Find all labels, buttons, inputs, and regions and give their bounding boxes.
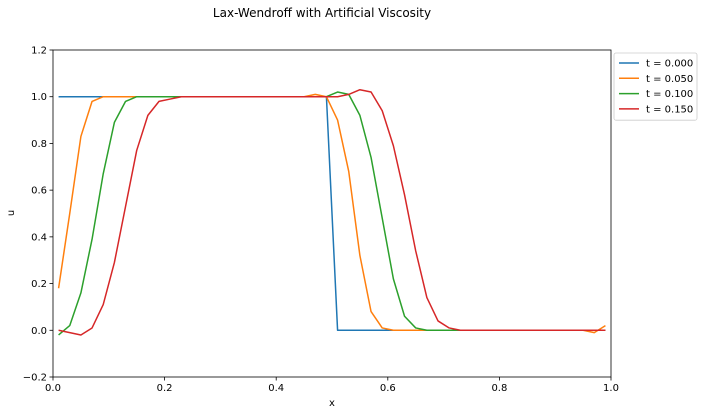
legend-entry-0: t = 0.000 xyxy=(646,59,693,70)
x-axis-label: x xyxy=(329,398,335,409)
series-line-1 xyxy=(57,93,606,334)
x-tick-label: 0.6 xyxy=(380,383,396,394)
y-tick-label: 0.2 xyxy=(31,279,47,290)
y-tick-label: 0.4 xyxy=(31,232,47,243)
y-tick-label: 0.0 xyxy=(31,326,47,337)
y-tick-label: 0.8 xyxy=(31,139,47,150)
y-tick-label: −0.2 xyxy=(23,373,47,384)
y-axis-label: u xyxy=(6,210,17,216)
x-tick-label: 0.0 xyxy=(45,383,61,394)
legend-box xyxy=(613,52,698,121)
x-tick-label: 1.0 xyxy=(603,383,619,394)
legend-entry-2: t = 0.100 xyxy=(646,89,693,100)
x-tick-label: 0.2 xyxy=(157,383,173,394)
y-tick-label: 1.0 xyxy=(31,92,47,103)
y-tick-label: 1.2 xyxy=(31,46,47,57)
legend-entry-1: t = 0.050 xyxy=(646,74,693,85)
y-tick-label: 0.6 xyxy=(31,186,47,197)
x-tick-label: 0.4 xyxy=(268,383,284,394)
plot-frame xyxy=(52,49,612,378)
series-layer xyxy=(57,88,606,336)
series-line-3 xyxy=(58,88,606,336)
axes-layer: 0.0 0.2 0.4 0.6 0.8 1.0−0.20.00.20.40.60.81.0… xyxy=(23,46,619,395)
series-line-0 xyxy=(58,95,606,332)
x-tick-label: 0.8 xyxy=(491,383,507,394)
legend: t = 0.000 t = 0.050 t = 0.100 t = 0.150 xyxy=(613,52,698,121)
legend-entry-3: t = 0.150 xyxy=(646,104,693,115)
chart-title: Lax-Wendroff with Artificial Viscosity xyxy=(213,6,431,20)
